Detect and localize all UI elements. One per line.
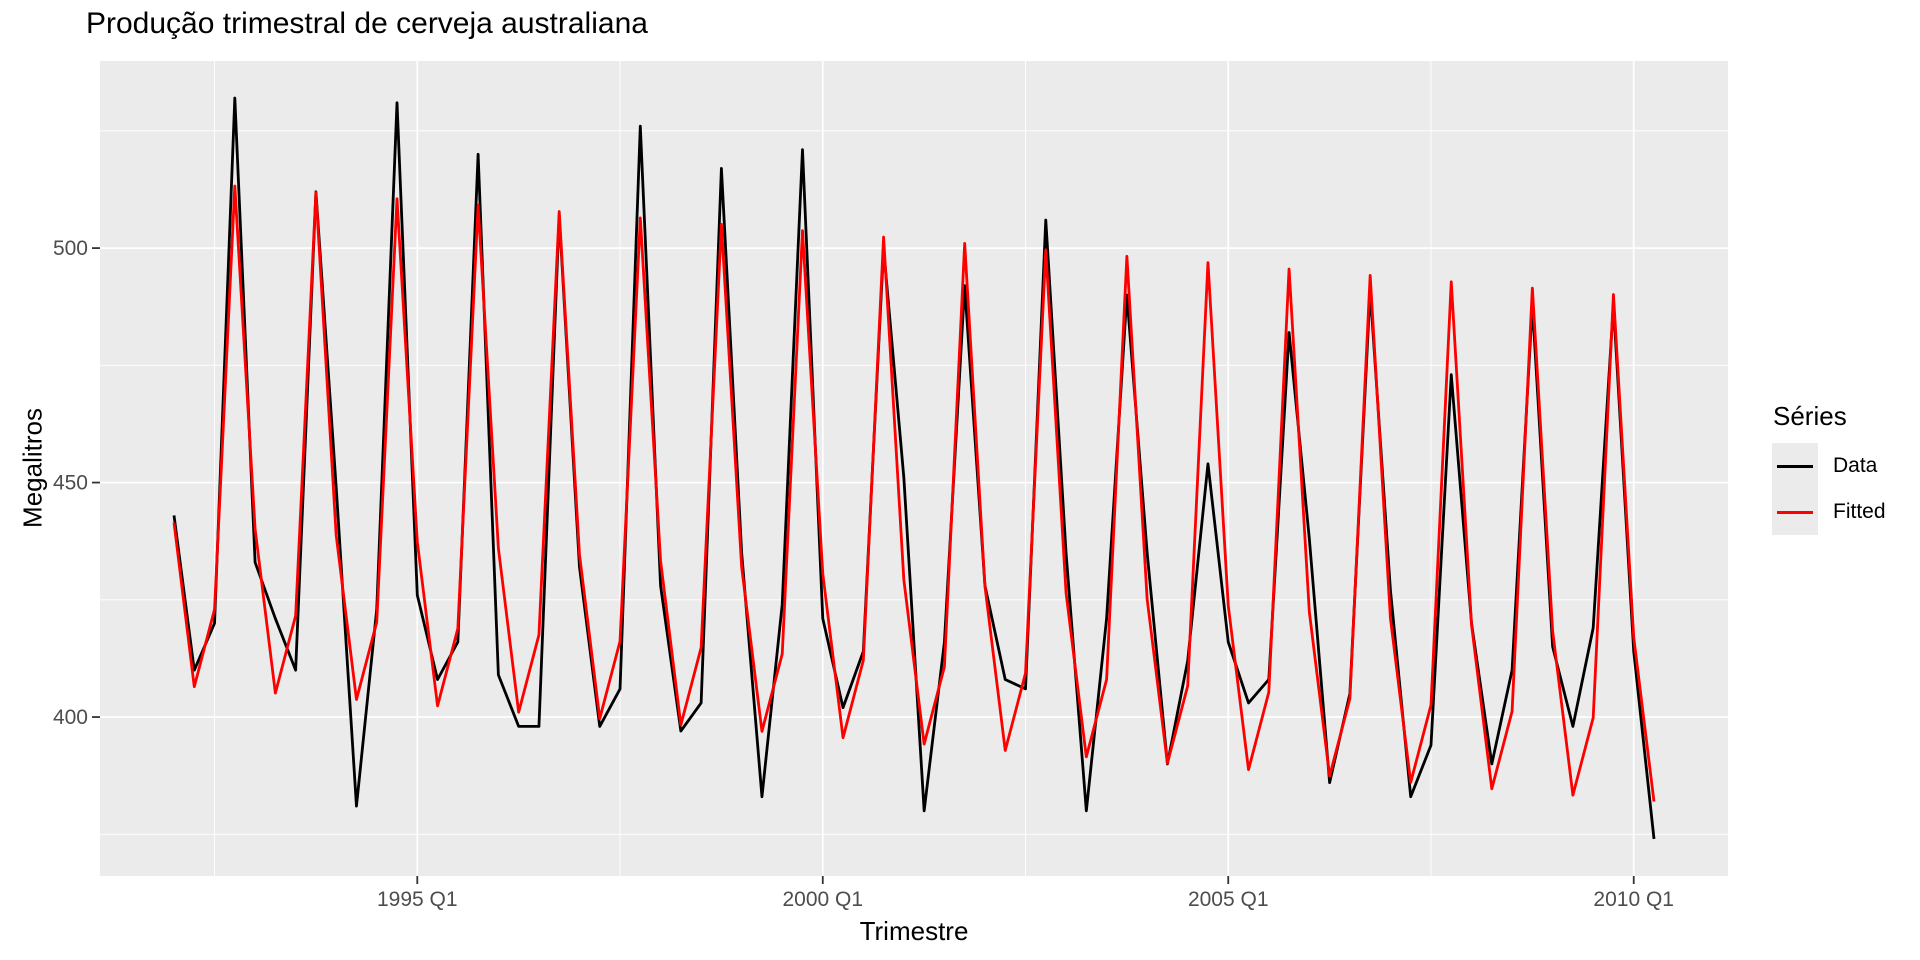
gridlines-minor bbox=[100, 61, 1728, 876]
legend-label-data: Data bbox=[1833, 454, 1878, 477]
panel-background bbox=[100, 61, 1728, 876]
x-tick-label: 1995 Q1 bbox=[377, 888, 458, 911]
legend-items: Data Fitted bbox=[1772, 443, 1886, 535]
chart-title: Produção trimestral de cerveja australia… bbox=[86, 7, 648, 40]
x-tick-label: 2010 Q1 bbox=[1593, 888, 1674, 911]
axis-tick-marks bbox=[92, 247, 1635, 884]
legend-key-fitted bbox=[1772, 489, 1818, 535]
x-tick-label: 2000 Q1 bbox=[782, 888, 863, 911]
y-tick-label: 400 bbox=[53, 706, 88, 729]
gridlines-major bbox=[100, 61, 1728, 876]
x-tick-labels: 1995 Q1 2000 Q1 2005 Q1 2010 Q1 bbox=[377, 888, 1674, 911]
legend-item-fitted: Fitted bbox=[1772, 489, 1886, 535]
legend: Séries Data Fitted bbox=[1772, 401, 1886, 535]
x-axis-title: Trimestre bbox=[859, 916, 969, 946]
x-tick-label: 2005 Q1 bbox=[1188, 888, 1269, 911]
legend-title: Séries bbox=[1773, 401, 1847, 431]
legend-label-fitted: Fitted bbox=[1833, 500, 1886, 523]
y-tick-labels: 400 450 500 bbox=[53, 237, 88, 729]
y-tick-label: 500 bbox=[53, 237, 88, 260]
y-tick-label: 450 bbox=[53, 472, 88, 495]
legend-key-data bbox=[1772, 443, 1818, 489]
y-axis-title: Megalitros bbox=[17, 408, 48, 528]
legend-key-line-icon bbox=[1777, 510, 1813, 514]
legend-item-data: Data bbox=[1772, 443, 1886, 489]
legend-key-line-icon bbox=[1777, 464, 1813, 468]
series-line-fitted bbox=[172, 184, 1656, 802]
